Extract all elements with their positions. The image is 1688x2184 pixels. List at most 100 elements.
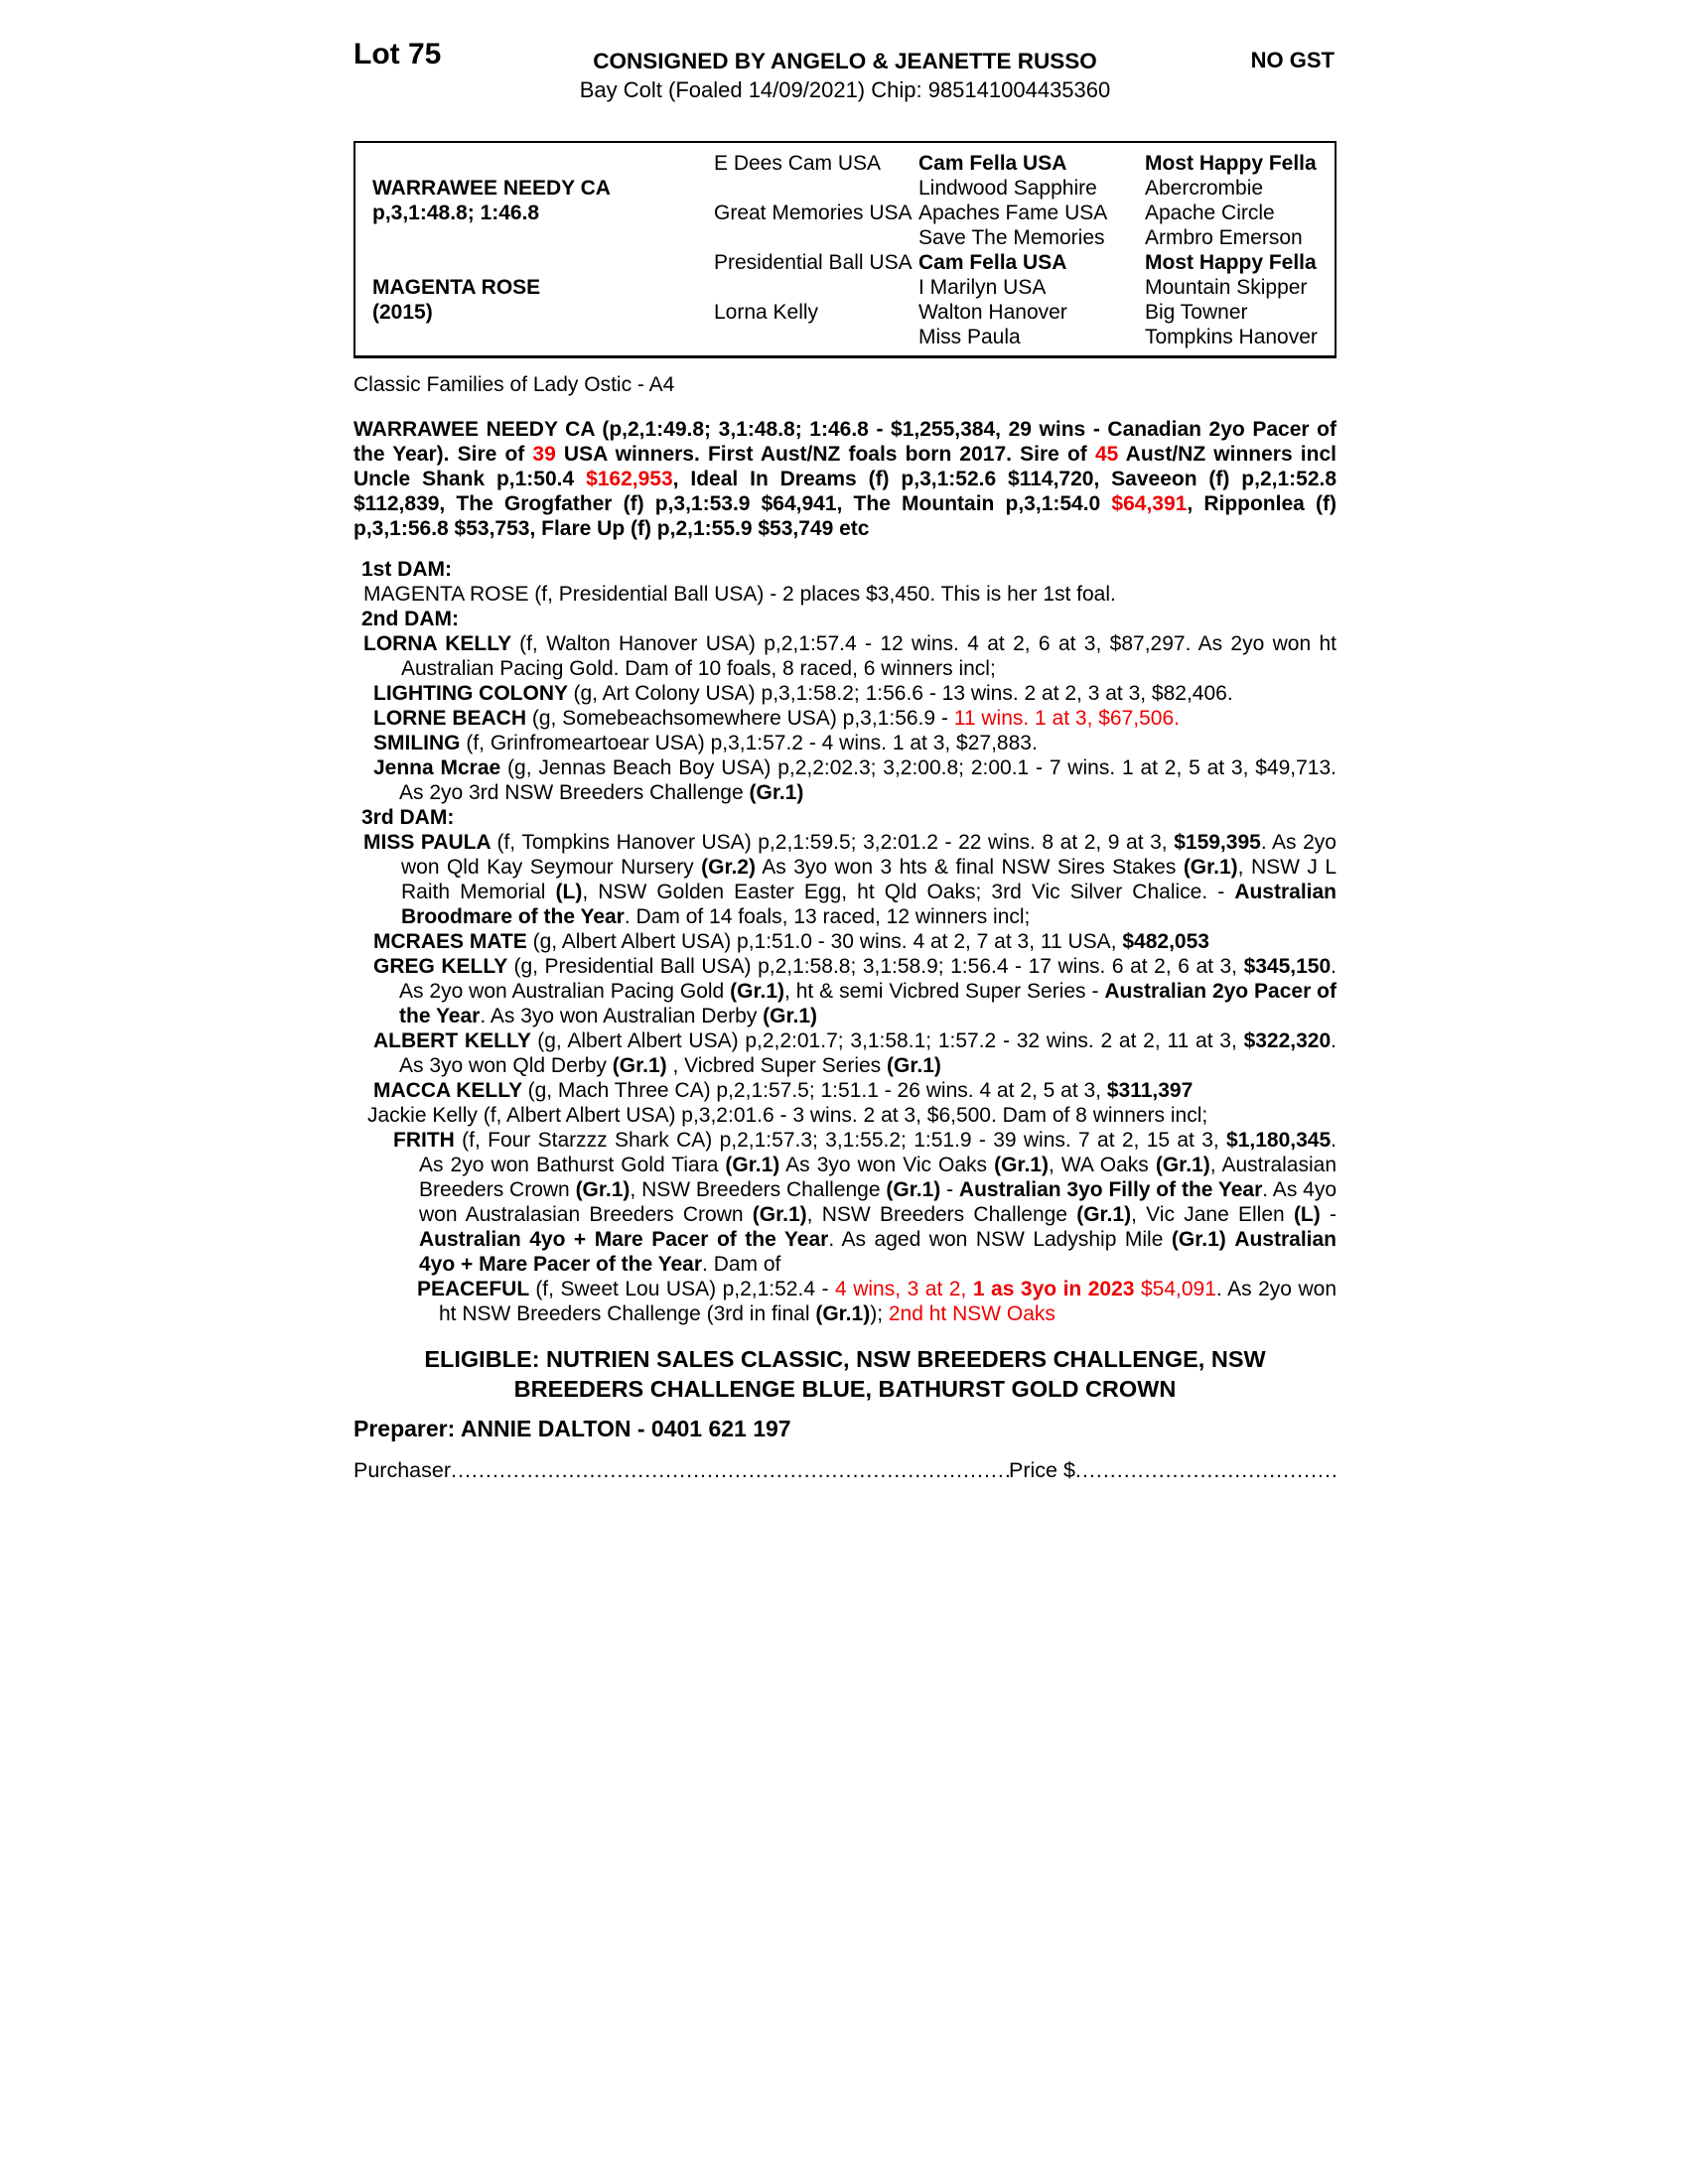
pedigree-cell: I Marilyn USA [918,276,1047,299]
entry-albert-kelly: ALBERT KELLY (g, Albert Albert USA) p,2,… [373,1028,1336,1078]
text-run: $1,180,345 [1226,1129,1332,1152]
text-run: . As 2yo won ht NSW Breeders Challenge (… [439,1278,1337,1325]
pedigree-cell: Apaches Fame USA [918,202,1108,224]
text-run: (g, Somebeachsomewhere USA) p,3,1:56.9 - [531,707,954,730]
text-run: (Gr.1) [763,1005,818,1027]
text-run: (f, Walton Hanover USA) p,2,1:57.4 - 12 … [401,632,1336,680]
purchaser-label: Purchaser [353,1458,451,1482]
text-run: (Gr.1) [887,1054,941,1077]
text-run: LORNE BEACH [373,707,532,730]
text-run: MISS PAULA [363,831,497,854]
entry-greg-kelly: GREG KELLY (g, Presidential Ball USA) p,… [373,954,1336,1028]
price-dotted-line: ........................................… [1074,1458,1336,1482]
gst-badge: NO GST [1250,48,1335,72]
entry-miss-paula: MISS PAULA (f, Tompkins Hanover USA) p,2… [363,830,1336,929]
dam1-heading: 1st DAM: [361,558,453,581]
text-run: , NSW Breeders Challenge [806,1203,1077,1226]
text-run: , Vic Jane Ellen [1131,1203,1294,1226]
text-run: Aust/NZ winners incl Uncle Shank p,1:50.… [353,443,1336,490]
pedigree-cell: (2015) [372,301,433,324]
text-run: (g, Art Colony USA) p,3,1:58.2; 1:56.6 -… [573,682,1233,705]
text-run: , NSW Breeders Challenge [630,1178,887,1201]
text-run: 11 wins. 1 at 3, $67,506. [953,707,1181,730]
pedigree-row: MAGENTA ROSE I Marilyn USA Mountain Skippe… [372,275,1335,300]
text-run: MAGENTA ROSE (f, Presidential Ball USA) … [363,583,1116,606]
text-run: , Ripponlea (f) p,3,1:56.8 $53,753, Flar… [353,492,1336,540]
pedigree-cell: p,3,1:48.8; 1:46.8 [372,202,540,224]
pedigree-cell: Mountain Skipper [1145,276,1308,299]
text-run: Jackie Kelly (f, Albert Albert USA) p,3,… [367,1104,1208,1127]
entry-mcraes-mate: MCRAES MATE (g, Albert Albert USA) p,1:5… [373,929,1336,954]
header-center: CONSIGNED BY ANGELO & JEANETTE RUSSO Bay… [353,48,1336,105]
entry-lorna-kelly: LORNA KELLY (f, Walton Hanover USA) p,2,… [363,631,1336,681]
text-run: $162,953 [586,468,673,490]
dam2-heading: 2nd DAM: [361,608,459,630]
text-run: (g, Albert Albert USA) p,2,2:01.7; 3,1:5… [537,1029,1244,1052]
text-run: $322,320 [1243,1029,1332,1052]
text-run: , Ideal In Dreams (f) p,3,1:52.6 $114,72… [353,468,1337,515]
pedigree-cell: Cam Fella USA [918,152,1067,175]
text-run: (Gr.1) [1171,1228,1226,1251]
text-run: (f, Four Starzzz Shark CA) p,2,1:57.3; 3… [462,1129,1227,1152]
text-run: LIGHTING COLONY [373,682,574,705]
pedigree-cell: E Dees Cam USA [714,152,882,175]
pedigree-cell: Miss Paula [918,326,1021,348]
pedigree-row: Save The Memories Armbro Emerson [372,225,1335,250]
text-run: SMILING [373,732,467,754]
page-header: Lot 75 CONSIGNED BY ANGELO & JEANETTE RU… [353,40,1336,117]
text-run: (L) [555,881,583,903]
text-run: (f, Grinfromeartoear USA) p,3,1:57.2 - 4… [466,732,1038,754]
text-run: . As 3yo won Qld Derby [399,1029,1337,1077]
text-run: 1 as 3yo in 2023 [972,1278,1135,1300]
text-run: Australian 4yo + Mare Pacer of the Year [419,1228,1337,1276]
text-run: , WA Oaks [1048,1154,1156,1176]
text-run: - [1320,1203,1337,1226]
text-run: . As 2yo won Australian Pacing Gold [399,955,1336,1003]
pedigree-row: p,3,1:48.8; 1:46.8 Great Memories USA Apac… [372,201,1335,225]
text-run: $159,395 [1174,831,1261,854]
pedigree-row: E Dees Cam USA Cam Fella USA Most Happy Fe… [372,151,1335,176]
pedigree-cell: MAGENTA ROSE [372,276,541,299]
text-run: (f, Sweet Lou USA) p,2,1:52.4 - [535,1278,836,1300]
text-run: , NSW J L Raith Memorial [401,856,1336,903]
eligibility-line-1: ELIGIBLE: NUTRIEN SALES CLASSIC, NSW BRE… [424,1346,1266,1372]
text-run: (Gr.1) [725,1154,780,1176]
pedigree-cell: Armbro Emerson [1145,226,1303,249]
text-run: (g, Mach Three CA) p,2,1:57.5; 1:51.1 - … [527,1079,1107,1102]
text-run: (Gr.1) [752,1203,807,1226]
pedigree-row: Presidential Ball USA Cam Fella USA Most H… [372,250,1335,275]
page-content: Lot 75 CONSIGNED BY ANGELO & JEANETTE RU… [353,40,1337,1483]
entry-jackie-kelly: Jackie Kelly (f, Albert Albert USA) p,3,… [367,1103,1336,1128]
text-run: $311,397 [1106,1079,1194,1102]
text-run: $345,150 [1243,955,1332,978]
text-run: GREG KELLY [373,955,514,978]
text-run: (Gr.1) [886,1178,941,1201]
text-run: (Gr.2) [701,856,756,879]
text-run: USA winners. First Aust/NZ foals born 20… [555,443,1095,466]
text-run: ); [870,1302,889,1325]
pedigree-row: (2015) Lorna Kelly Walton Hanover Big Towne… [372,300,1335,325]
text-run: MCRAES MATE [373,930,533,953]
pedigree-cell: Save The Memories [918,226,1105,249]
text-run: $64,391 [1111,492,1188,515]
text-run: As 3yo won Vic Oaks [779,1154,995,1176]
text-run: (Gr.1) [1155,1154,1210,1176]
pedigree-table: E Dees Cam USA Cam Fella USA Most Happy Fe… [353,141,1336,358]
entry-macca-kelly: MACCA KELLY (g, Mach Three CA) p,2,1:57.… [373,1078,1336,1103]
text-run: WARRAWEE NEEDY CA (p,2,1:49.8; 3,1:48.8;… [353,418,1336,466]
pedigree-cell: Walton Hanover [918,301,1067,324]
pedigree-cell: Great Memories USA [714,202,913,224]
text-run: (Gr.1) [730,980,784,1003]
text-run: 39 [532,443,556,466]
text-run: (g, Albert Albert USA) p,1:51.0 - 30 win… [532,930,1123,953]
entry-frith: FRITH (f, Four Starzzz Shark CA) p,2,1:5… [393,1128,1336,1277]
text-run: (Gr.1) [749,781,804,804]
pedigree-cell: WARRAWEE NEEDY CA [372,177,611,200]
text-run: $482,053 [1122,930,1209,953]
text-run: - [940,1178,959,1201]
text-run: LORNA KELLY [363,632,520,655]
consigned-line: CONSIGNED BY ANGELO & JEANETTE RUSSO [593,49,1097,73]
text-run: Jenna Mcrae [373,756,508,779]
text-run: . As aged won NSW Ladyship Mile [828,1228,1172,1251]
